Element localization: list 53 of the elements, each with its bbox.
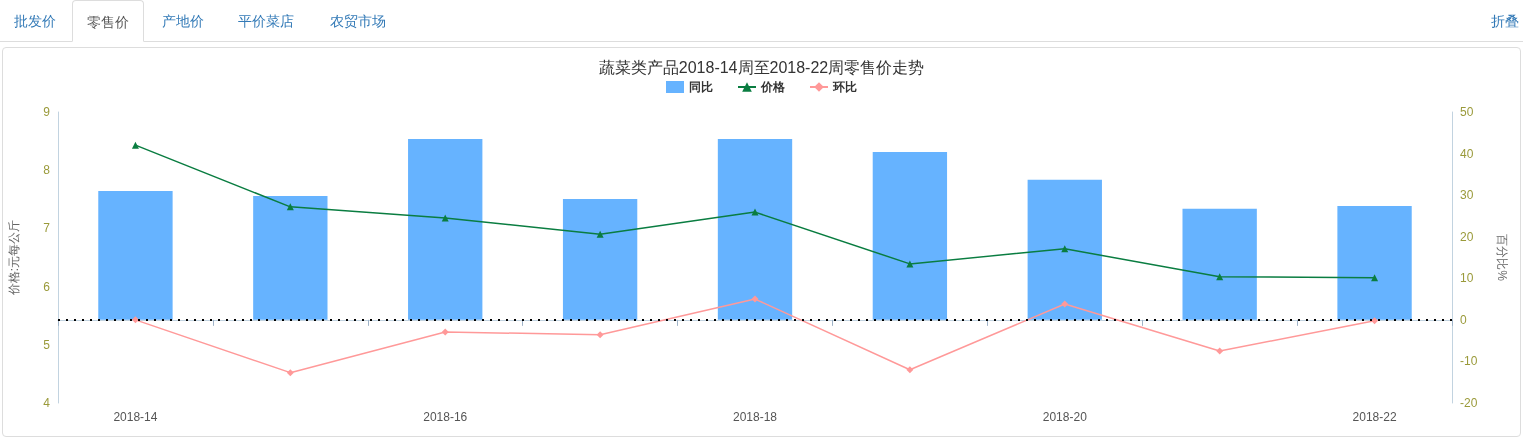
y2-tick-label: 10 <box>1460 271 1474 286</box>
bar <box>1337 205 1412 320</box>
legend-label: 同比 <box>689 80 713 94</box>
bar <box>717 139 793 320</box>
text: 折叠 <box>1490 12 1520 31</box>
legend-label: 环比 <box>832 80 857 94</box>
point <box>1216 347 1224 355</box>
bar <box>98 190 173 320</box>
text: 产地价 <box>161 12 205 31</box>
bar <box>562 198 638 320</box>
x-tick-label: 2018-22 <box>1352 410 1397 424</box>
bar <box>408 139 483 320</box>
point <box>131 141 139 149</box>
point <box>131 316 139 324</box>
x-tick-label: 2018-16 <box>423 410 468 424</box>
x-tick-label: 2018-18 <box>732 410 778 424</box>
y-tick-label: 7 <box>43 221 51 236</box>
x-tick-label: 2018-14 <box>113 410 158 424</box>
text: 零售价 <box>72 0 144 42</box>
y2-tick-label: -10 <box>1460 354 1478 369</box>
bar <box>1027 179 1102 320</box>
text: 平价菜店 <box>237 12 295 31</box>
y-tick-label: 5 <box>43 337 51 352</box>
y2-tick-label: 50 <box>1460 105 1474 119</box>
y2-tick-label: -20 <box>1460 396 1478 410</box>
bar <box>253 195 328 320</box>
y2-tick-label: 0 <box>1460 312 1467 327</box>
y2-tick-label: 30 <box>1460 188 1474 203</box>
y2-axis-title: 百分比% <box>1495 234 1509 282</box>
point <box>751 295 759 303</box>
point <box>1371 317 1379 325</box>
point <box>1371 274 1379 282</box>
y-tick-label: 4 <box>43 396 51 410</box>
bar <box>1182 208 1257 320</box>
text: 批发价 <box>13 12 57 31</box>
point <box>441 328 449 336</box>
point <box>596 331 604 339</box>
point <box>751 208 759 216</box>
point <box>596 230 604 238</box>
point <box>286 369 294 377</box>
y2-tick-label: 20 <box>1460 229 1474 244</box>
y-tick-label: 6 <box>43 279 51 294</box>
bar <box>872 151 948 320</box>
y-tick-label: 8 <box>43 163 51 178</box>
y-axis-title: 价格:元每公斤 <box>7 219 21 297</box>
legend-label: 价格 <box>760 80 786 94</box>
chart-title: 蔬菜类产品2018-14周至2018-22周零售价走势 <box>598 58 925 76</box>
y-tick-label: 9 <box>43 105 51 119</box>
y2-tick-label: 40 <box>1460 146 1474 161</box>
text: 农贸市场 <box>329 12 387 31</box>
x-tick-label: 2018-20 <box>1042 410 1088 424</box>
point <box>906 366 914 374</box>
point <box>1061 300 1069 308</box>
